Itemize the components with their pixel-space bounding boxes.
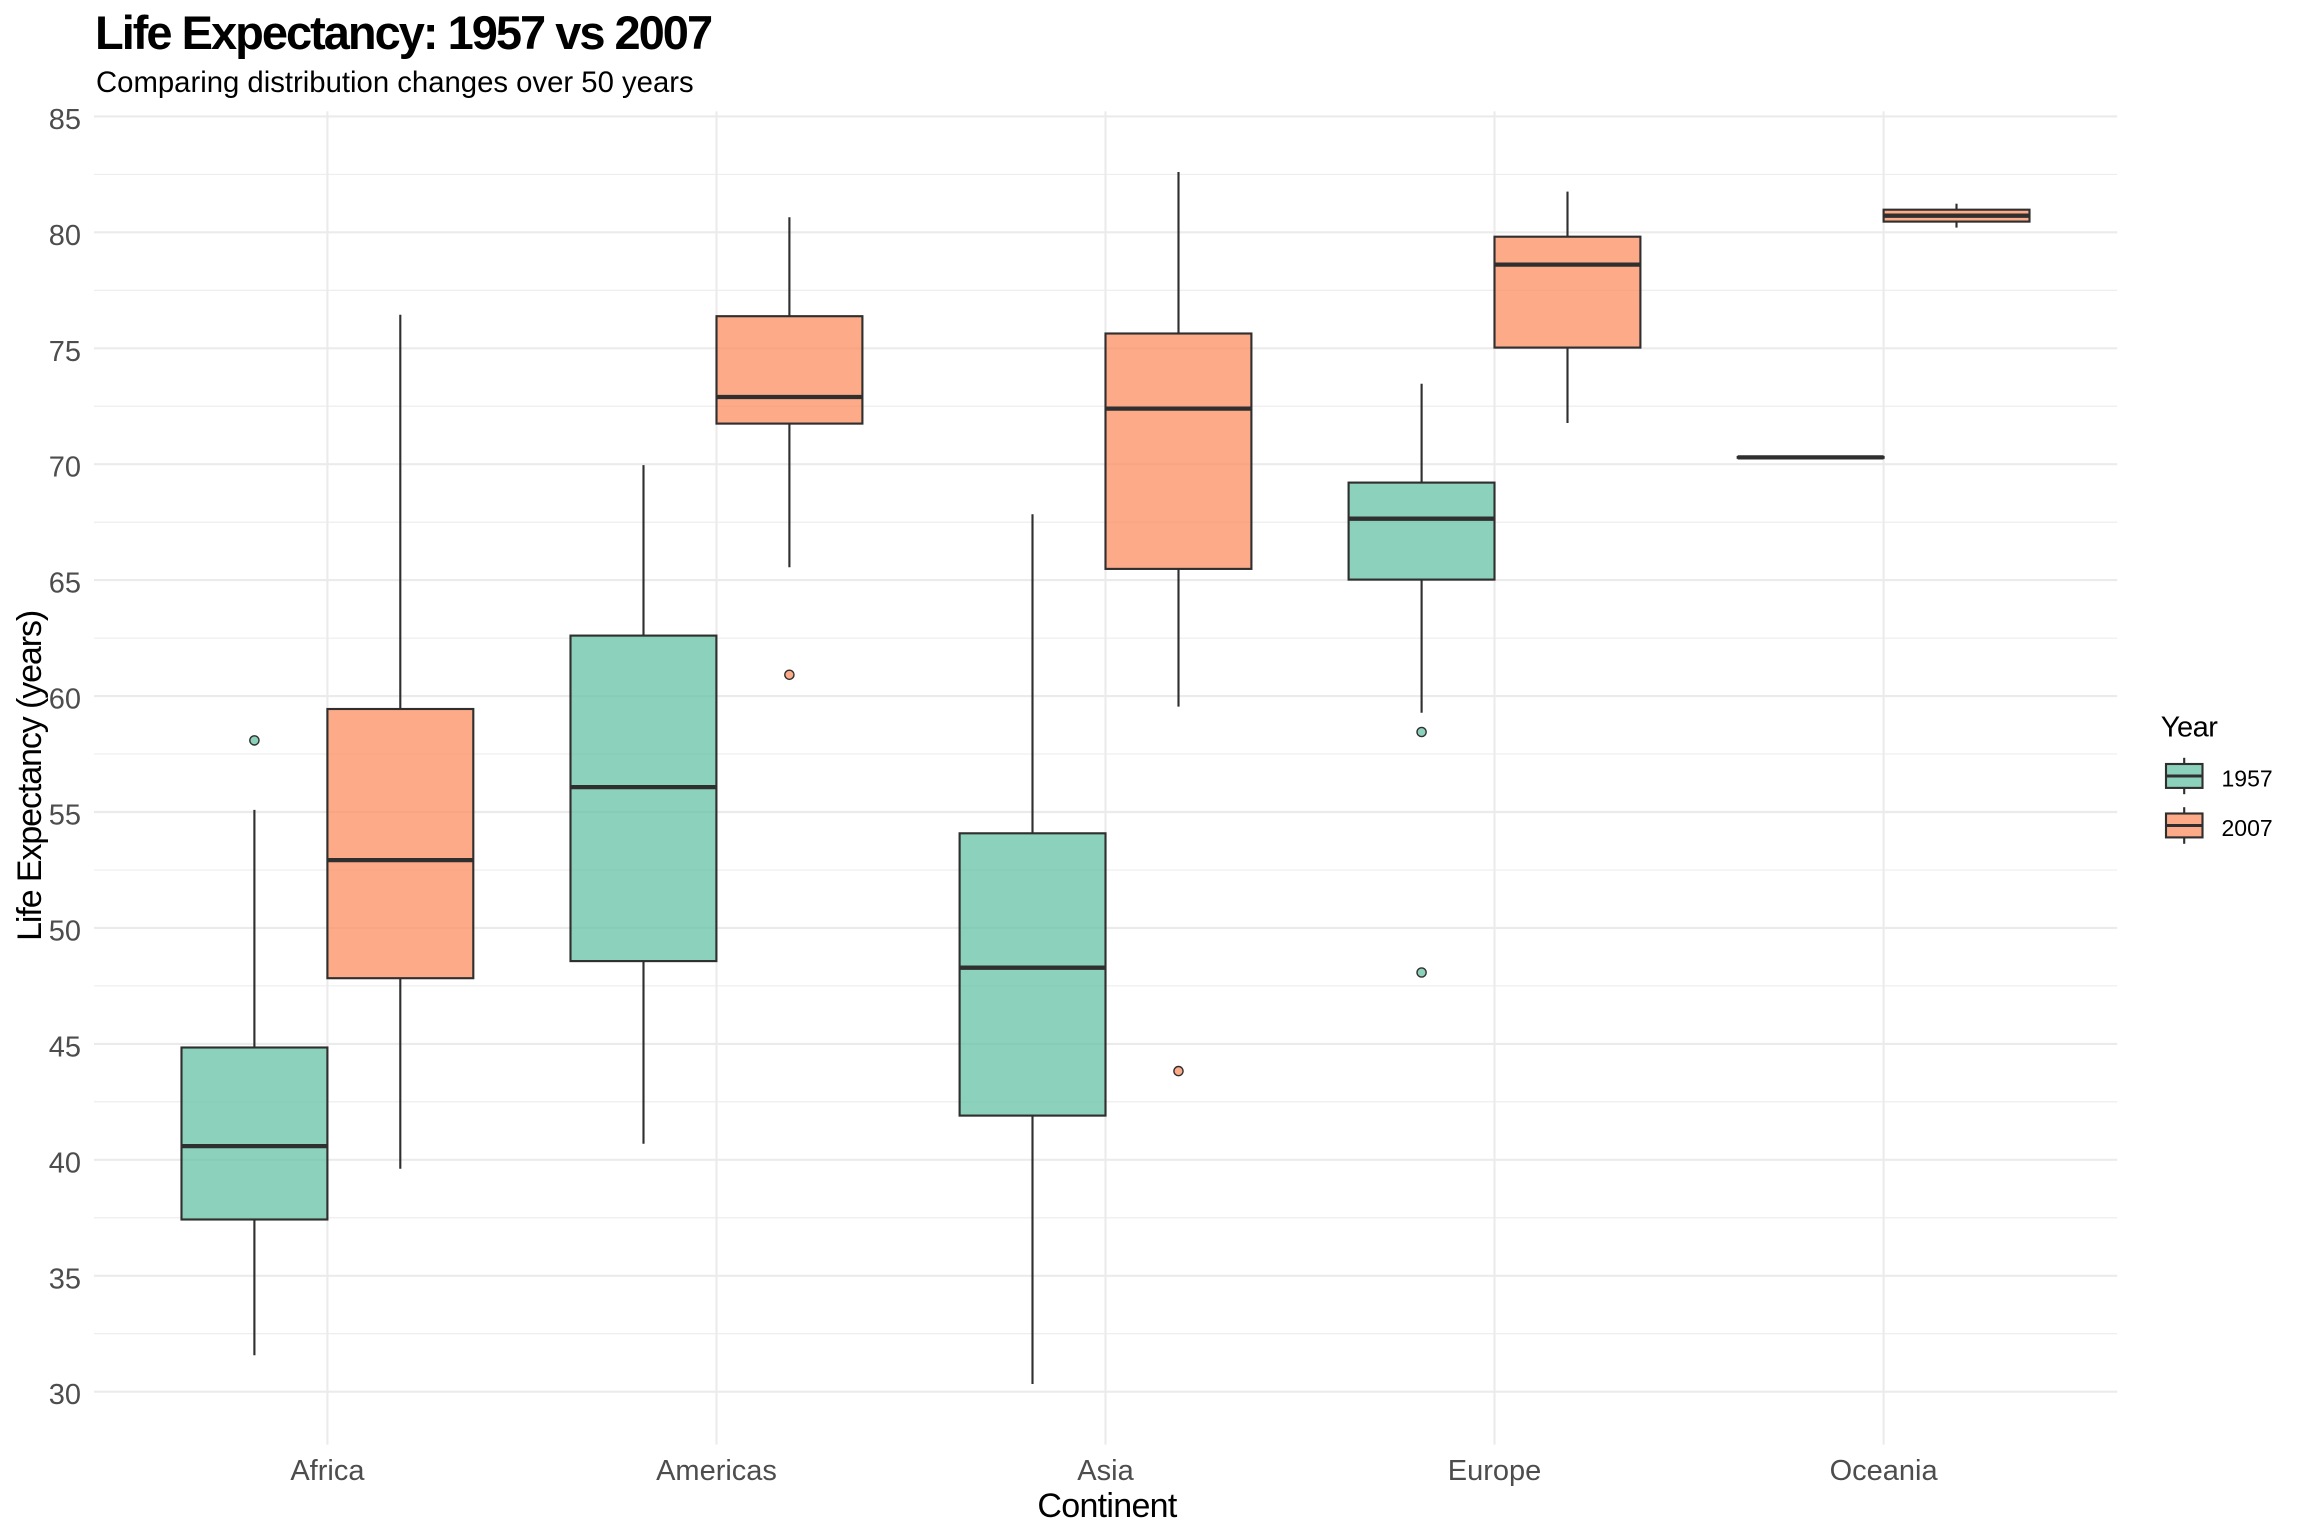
svg-text:Oceania: Oceania [1830,1455,1939,1487]
svg-text:Americas: Americas [656,1455,777,1487]
svg-text:2007: 2007 [2222,815,2273,841]
svg-text:80: 80 [49,220,81,252]
svg-text:60: 60 [49,684,81,716]
svg-text:Comparing distribution changes: Comparing distribution changes over 50 y… [96,66,694,99]
svg-text:Continent: Continent [1037,1487,1177,1525]
svg-text:Asia: Asia [1077,1455,1134,1487]
svg-text:70: 70 [49,452,81,484]
svg-text:75: 75 [49,336,81,368]
svg-text:Year: Year [2161,712,2218,744]
svg-text:85: 85 [49,104,81,136]
svg-text:Life Expectancy (years): Life Expectancy (years) [11,611,49,941]
svg-text:1957: 1957 [2222,766,2273,792]
svg-text:Africa: Africa [290,1455,365,1487]
svg-text:50: 50 [49,915,81,947]
svg-text:65: 65 [49,568,81,600]
svg-text:40: 40 [49,1147,81,1179]
svg-text:30: 30 [49,1379,81,1411]
svg-text:35: 35 [49,1263,81,1295]
svg-text:Life Expectancy: 1957 vs 2007: Life Expectancy: 1957 vs 2007 [95,6,712,59]
svg-text:45: 45 [49,1031,81,1063]
svg-text:55: 55 [49,800,81,832]
svg-text:Europe: Europe [1448,1455,1542,1487]
